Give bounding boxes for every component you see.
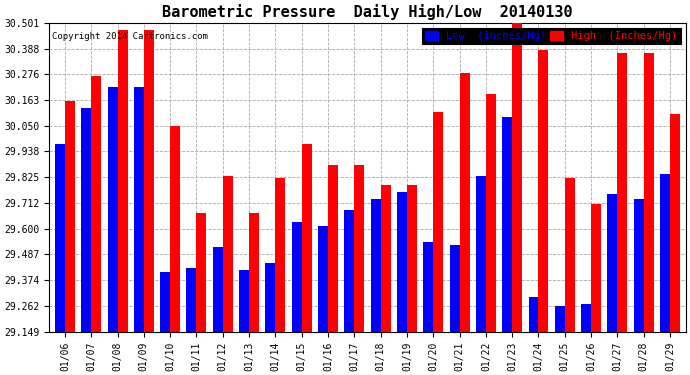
Bar <box>223 176 233 332</box>
Bar <box>381 185 391 332</box>
Bar <box>355 165 364 332</box>
Bar <box>502 117 512 332</box>
Bar <box>371 199 381 332</box>
Bar <box>460 73 470 332</box>
Bar <box>660 174 670 332</box>
Bar <box>433 112 443 332</box>
Bar <box>117 30 128 332</box>
Bar <box>397 192 407 332</box>
Bar <box>476 176 486 332</box>
Bar <box>591 204 601 332</box>
Bar <box>249 213 259 332</box>
Text: Copyright 2014 Cartronics.com: Copyright 2014 Cartronics.com <box>52 32 208 41</box>
Bar <box>407 185 417 332</box>
Bar <box>644 53 653 332</box>
Bar <box>633 199 644 332</box>
Title: Barometric Pressure  Daily High/Low  20140130: Barometric Pressure Daily High/Low 20140… <box>162 4 573 20</box>
Bar <box>302 144 312 332</box>
Bar <box>160 272 170 332</box>
Bar <box>423 242 433 332</box>
Bar <box>144 30 154 332</box>
Bar <box>328 165 338 332</box>
Bar <box>450 244 460 332</box>
Bar <box>275 178 286 332</box>
Bar <box>197 213 206 332</box>
Bar <box>266 263 275 332</box>
Bar <box>108 87 117 332</box>
Bar <box>512 21 522 332</box>
Bar <box>55 144 65 332</box>
Bar <box>529 297 538 332</box>
Bar <box>607 194 618 332</box>
Bar <box>581 304 591 332</box>
Bar <box>91 75 101 332</box>
Bar <box>565 178 575 332</box>
Bar <box>486 94 496 332</box>
Bar <box>170 126 180 332</box>
Bar <box>186 267 197 332</box>
Legend: Low  (Inches/Hg), High  (Inches/Hg): Low (Inches/Hg), High (Inches/Hg) <box>422 28 680 44</box>
Bar <box>213 247 223 332</box>
Bar <box>318 226 328 332</box>
Bar <box>65 100 75 332</box>
Bar <box>538 50 549 332</box>
Bar <box>670 114 680 332</box>
Bar <box>618 53 627 332</box>
Bar <box>239 270 249 332</box>
Bar <box>344 210 355 332</box>
Bar <box>134 87 144 332</box>
Bar <box>81 108 91 332</box>
Bar <box>555 306 565 332</box>
Bar <box>292 222 302 332</box>
